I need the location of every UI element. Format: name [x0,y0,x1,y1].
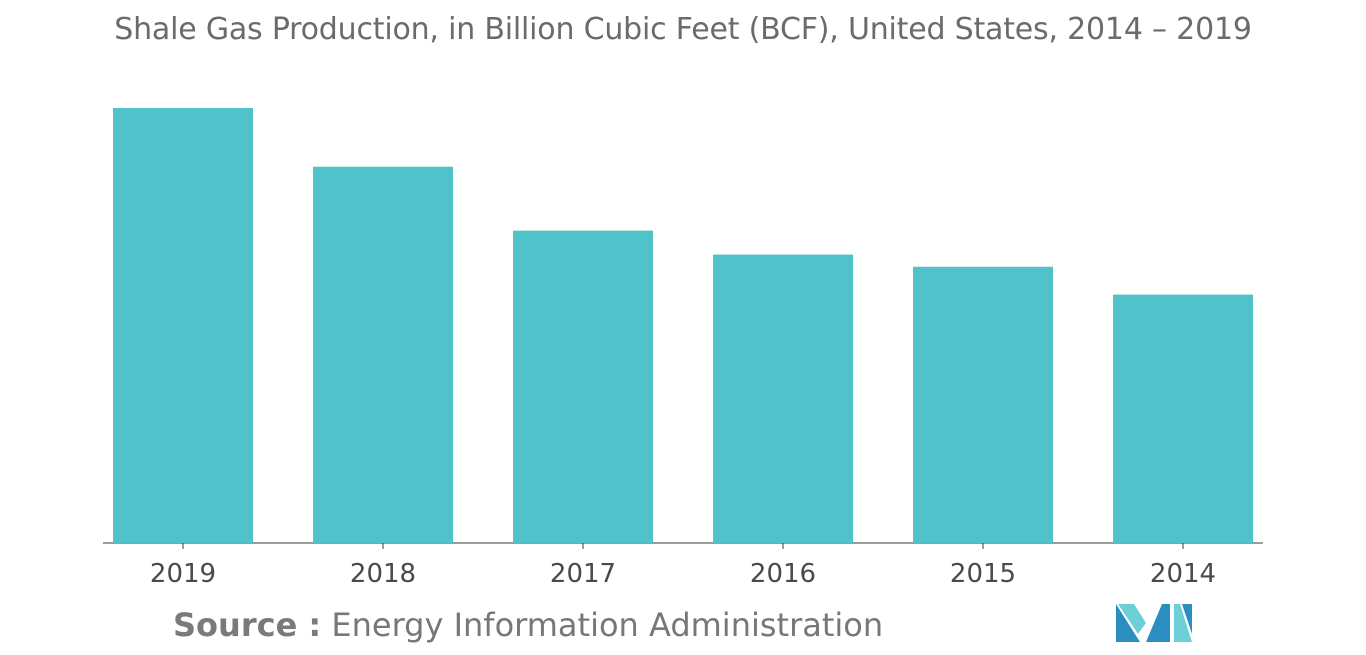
x-tick-label-2014: 2014 [1150,559,1216,589]
bar-2017 [513,230,653,544]
logo-shape-left [1116,604,1140,642]
mordor-intelligence-logo-icon [1116,604,1192,642]
bar-2015 [913,266,1053,543]
bar-2019 [113,108,253,543]
bar-2018 [313,166,453,543]
x-tick-label-2018: 2018 [350,559,416,589]
logo-shape-right-accent [1174,604,1192,642]
chart-title: Shale Gas Production, in Billion Cubic F… [114,12,1252,47]
x-tick-label-2017: 2017 [550,559,616,589]
x-tick-label-2016: 2016 [750,559,816,589]
source-note: Source : Energy Information Administrati… [173,606,883,644]
bar-2016 [713,254,853,543]
bar-chart: 2019 2018 2017 2016 2015 2014 [103,108,1263,589]
logo-shape-right [1182,604,1192,634]
x-tick-label-2019: 2019 [150,559,216,589]
bar-2014 [1113,294,1253,543]
source-label: Source : [173,606,322,644]
source-text: Energy Information Administration [331,606,884,644]
x-tick-label-2015: 2015 [950,559,1016,589]
logo-shape-middle [1146,604,1170,642]
logo-shape-left-accent [1118,604,1146,634]
